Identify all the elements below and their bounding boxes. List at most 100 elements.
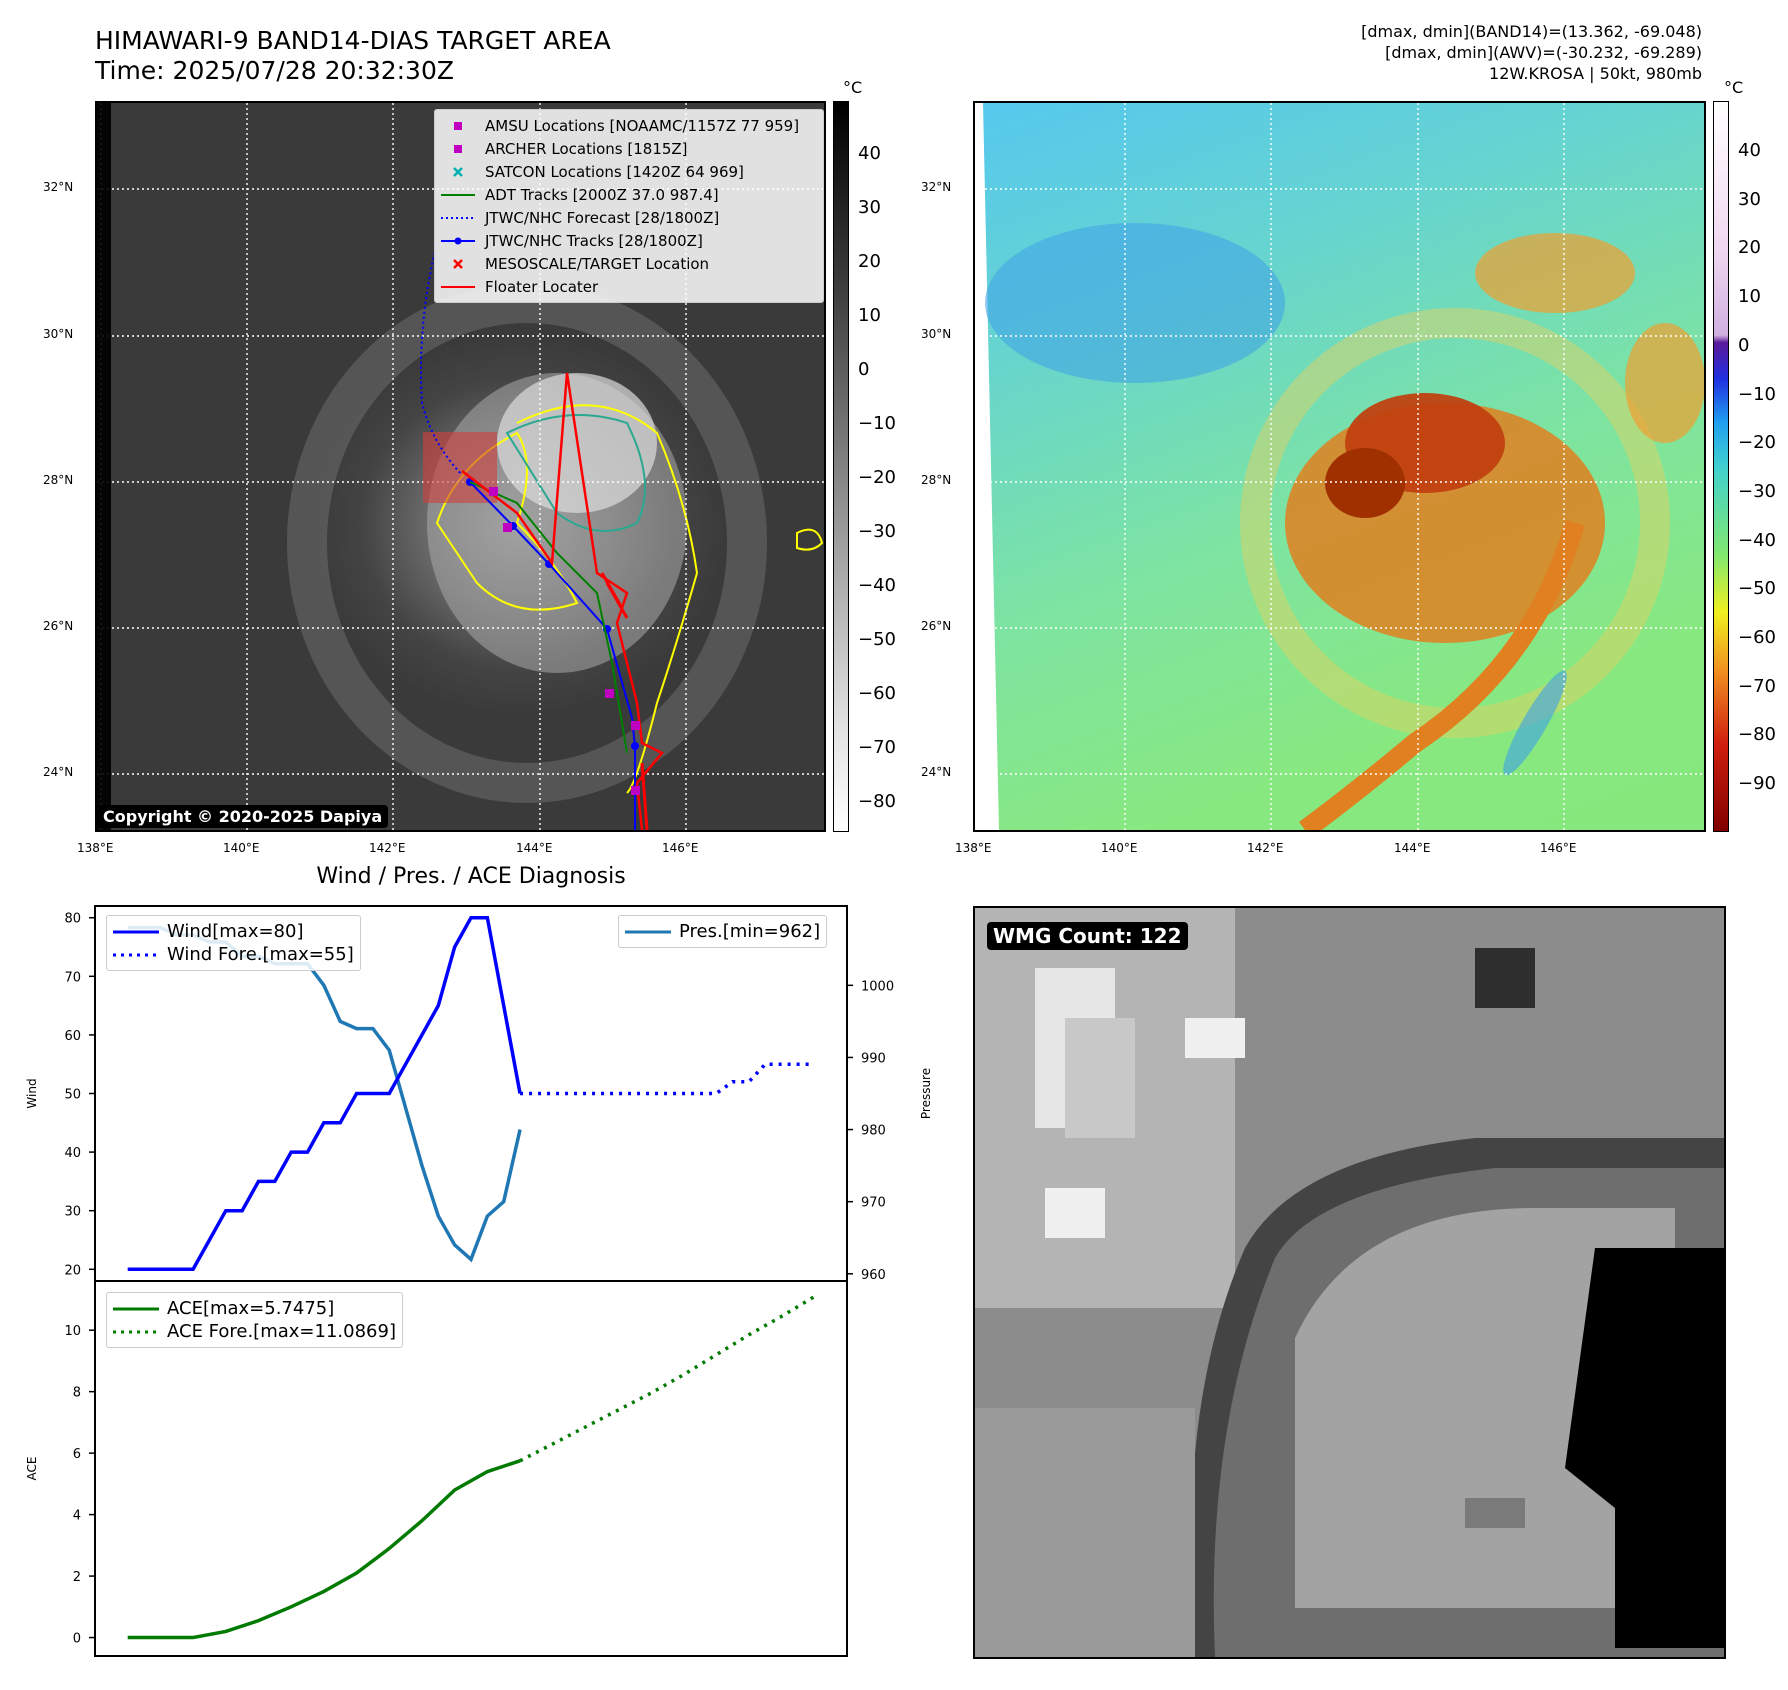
y-tick-label: 20 xyxy=(64,1263,81,1278)
map-legend-item: JTWC/NHC Tracks [28/1800Z] xyxy=(441,229,817,252)
colorbar2-tick-label: −70 xyxy=(1738,675,1776,697)
colorbar1-tick-label: −30 xyxy=(858,521,896,542)
map-legend-label: Floater Locater xyxy=(485,277,599,296)
y2-tick-label: 980 xyxy=(861,1124,886,1139)
lon-tick-label: 144°E xyxy=(1394,841,1431,855)
colorbar2-tick-label: −50 xyxy=(1738,578,1776,600)
main-timestamp: Time: 2025/07/28 20:32:30Z xyxy=(95,56,454,85)
pressure-axis-label: Pressure xyxy=(919,1068,933,1119)
map-legend-swatch xyxy=(454,121,462,130)
ace-fore-legend-item: ACE Fore.[max=11.0869] xyxy=(113,1320,396,1343)
wmg-panel: WMG Count: 122 xyxy=(973,906,1726,1659)
storm-info: 12W.KROSA | 50kt, 980mb xyxy=(1489,64,1702,83)
map-legend-item: ADT Tracks [2000Z 37.0 987.4] xyxy=(441,183,817,206)
colorbar2-tick-label: 10 xyxy=(1738,286,1761,308)
wind-line xyxy=(127,915,522,1272)
ace-fore-legend-swatch xyxy=(113,1330,159,1333)
adt-track xyxy=(469,481,628,754)
lon-tick-label: 140°E xyxy=(1101,841,1138,855)
lon-tick-label: 142°E xyxy=(369,841,406,855)
wind-legend: Wind[max=80] Wind Fore.[max=55] xyxy=(106,915,361,971)
colorbar1-tick-label: 10 xyxy=(858,305,881,326)
dmax-awv: [dmax, dmin](AWV)=(-30.232, -69.289) xyxy=(1385,43,1702,62)
pressure-line xyxy=(127,925,522,1263)
colorbar2-tick-label: −40 xyxy=(1738,529,1776,551)
lat-tick-label: 26°N xyxy=(921,619,952,633)
mesoscale-markers xyxy=(600,572,649,830)
lon-tick-label: 140°E xyxy=(223,841,260,855)
colorbar2-tick-label: 40 xyxy=(1738,140,1761,161)
lon-tick-label: 146°E xyxy=(662,841,699,855)
y-tick-label: 2 xyxy=(73,1570,81,1585)
ace-line xyxy=(127,1459,521,1640)
map-legend-item: ARCHER Locations [1815Z] xyxy=(441,137,817,160)
awv-overlay xyxy=(975,103,1704,830)
y2-tick-label: 990 xyxy=(861,1051,886,1066)
wind-legend-item: Wind[max=80] xyxy=(113,920,354,943)
pres-legend-label: Pres.[min=962] xyxy=(679,921,821,942)
y-tick-label: 8 xyxy=(73,1386,81,1401)
colorbar2-tick-label: −30 xyxy=(1738,480,1776,502)
map-legend-swatch xyxy=(454,144,462,153)
lat-tick-label: 28°N xyxy=(921,473,952,487)
colorbar1 xyxy=(833,101,849,832)
band14-map: AMSU Locations [NOAAMC/1157Z 77 959] ARCH… xyxy=(95,101,826,832)
lon-tick-label: 138°E xyxy=(77,841,114,855)
awv-gridlines xyxy=(975,103,1704,830)
map-legend-item: SATCON Locations [1420Z 64 969] xyxy=(441,160,817,183)
target-box xyxy=(423,432,497,503)
pres-legend-swatch xyxy=(625,930,671,933)
map-legend-item: MESOSCALE/TARGET Location xyxy=(441,252,817,275)
y-tick-label: 40 xyxy=(64,1146,81,1161)
band14-overlay xyxy=(97,103,824,830)
colorbar1-tick-label: −50 xyxy=(858,629,896,650)
y-tick-label: 80 xyxy=(64,912,81,927)
lat-tick-label: 30°N xyxy=(921,327,952,341)
colorbar2-unit: °C xyxy=(1724,78,1744,97)
wmg-count-badge: WMG Count: 122 xyxy=(987,922,1188,950)
map-legend-label: AMSU Locations [NOAAMC/1157Z 77 959] xyxy=(485,116,800,135)
lat-tick-label: 32°N xyxy=(921,180,952,194)
lon-tick-label: 146°E xyxy=(1540,841,1577,855)
wind-forecast-line xyxy=(520,1062,815,1096)
colorbar1-unit: °C xyxy=(843,78,863,97)
wind-fore-legend-swatch xyxy=(113,953,159,956)
wmg-image xyxy=(975,908,1724,1657)
y-tick-label: 30 xyxy=(64,1205,81,1220)
lat-tick-label: 24°N xyxy=(43,765,74,779)
colorbar1-tick-label: 20 xyxy=(858,251,881,272)
diag-title: Wind / Pres. / ACE Diagnosis xyxy=(316,864,626,889)
ace-axes xyxy=(94,1280,848,1657)
y2-tick-label: 970 xyxy=(861,1196,886,1211)
amsu-archer-markers xyxy=(489,487,640,795)
lat-tick-label: 28°N xyxy=(43,473,74,487)
map-legend: AMSU Locations [NOAAMC/1157Z 77 959] ARCH… xyxy=(434,109,824,303)
lat-tick-label: 30°N xyxy=(43,327,74,341)
map-legend-swatch xyxy=(453,166,463,177)
ace-legend-swatch xyxy=(113,1307,159,1310)
y-tick-label: 6 xyxy=(73,1447,81,1462)
dmax-band14: [dmax, dmin](BAND14)=(13.362, -69.048) xyxy=(1361,22,1702,41)
colorbar2-tick-label: −60 xyxy=(1738,627,1776,648)
colorbar1-tick-label: 30 xyxy=(858,197,881,218)
colorbar2-tick-label: 30 xyxy=(1738,188,1761,210)
colorbar1-tick-label: 0 xyxy=(858,359,870,380)
colorbar2-tick-label: −20 xyxy=(1738,432,1776,454)
map-legend-label: SATCON Locations [1420Z 64 969] xyxy=(485,162,744,181)
colorbar1-tick-label: 40 xyxy=(858,143,881,164)
map-legend-label: JTWC/NHC Forecast [28/1800Z] xyxy=(485,208,720,227)
lon-tick-label: 144°E xyxy=(516,841,553,855)
colorbar1-tick-label: −60 xyxy=(858,683,896,704)
main-title: HIMAWARI-9 BAND14-DIAS TARGET AREA xyxy=(95,26,611,55)
copyright-badge: Copyright © 2020-2025 Dapiya xyxy=(97,805,389,828)
map-legend-label: MESOSCALE/TARGET Location xyxy=(485,254,710,273)
colorbar2-tick-label: −80 xyxy=(1738,724,1776,746)
ace-fore-legend-label: ACE Fore.[max=11.0869] xyxy=(167,1321,396,1342)
y-tick-label: 0 xyxy=(73,1632,81,1647)
y-tick-label: 10 xyxy=(64,1324,81,1339)
ace-axis-label: ACE xyxy=(25,1457,39,1481)
y-tick-label: 50 xyxy=(64,1088,81,1103)
map-legend-swatch xyxy=(441,216,475,219)
lon-tick-label: 138°E xyxy=(955,841,992,855)
lat-tick-label: 26°N xyxy=(43,619,74,633)
